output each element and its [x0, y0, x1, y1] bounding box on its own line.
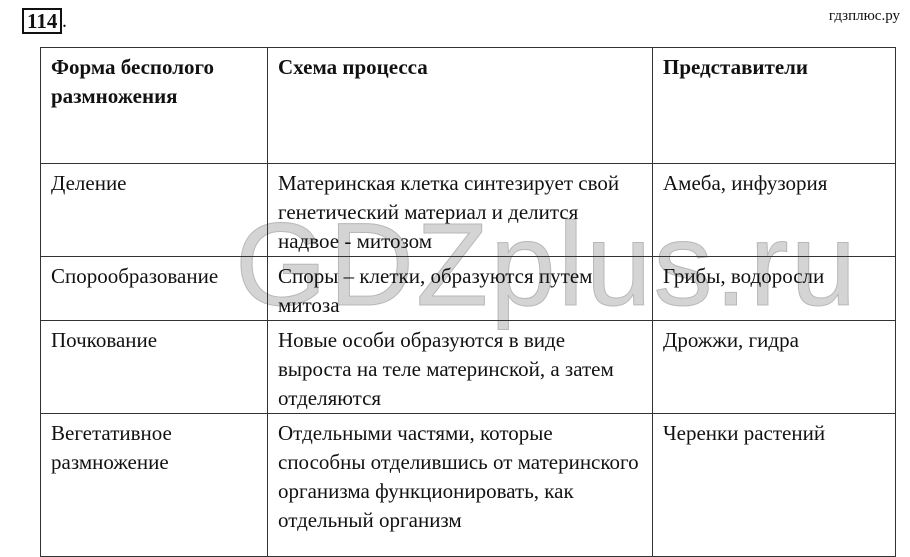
- cell-form: Почкование: [40, 320, 268, 414]
- task-number: 114: [22, 8, 63, 34]
- cell-form: Вегетативное размножение: [40, 413, 268, 557]
- header-form: Форма бесполого размножения: [40, 47, 268, 164]
- cell-examples: Дрожжи, гидра: [652, 320, 896, 414]
- table-header-row: Форма бесполого размножения Схема процес…: [40, 47, 896, 164]
- cell-form: Деление: [40, 163, 268, 257]
- reproduction-table: Форма бесполого размножения Схема процес…: [40, 47, 896, 557]
- site-label: гдзплюс.ру: [828, 8, 900, 24]
- table-row: Вегетативное размножение Отдельными част…: [40, 413, 896, 557]
- header-examples: Представители: [652, 47, 896, 164]
- cell-scheme: Отдельными частями, которые способны отд…: [267, 413, 653, 557]
- table-row: Спорообразование Споры – клетки, образую…: [40, 256, 896, 321]
- cell-scheme: Новые особи образуются в виде выроста на…: [267, 320, 653, 414]
- cell-examples: Черенки растений: [652, 413, 896, 557]
- cell-scheme: Споры – клетки, образуются путем митоза: [267, 256, 653, 321]
- cell-examples: Грибы, водоросли: [652, 256, 896, 321]
- cell-examples: Амеба, инфузория: [652, 163, 896, 257]
- task-number-dot: .: [62, 10, 67, 32]
- table-row: Почкование Новые особи образуются в виде…: [40, 320, 896, 414]
- cell-scheme: Материнская клетка синтезирует свой гене…: [267, 163, 653, 257]
- cell-form: Спорообразование: [40, 256, 268, 321]
- table-row: Деление Материнская клетка синтезирует с…: [40, 163, 896, 257]
- header-scheme: Схема процесса: [267, 47, 653, 164]
